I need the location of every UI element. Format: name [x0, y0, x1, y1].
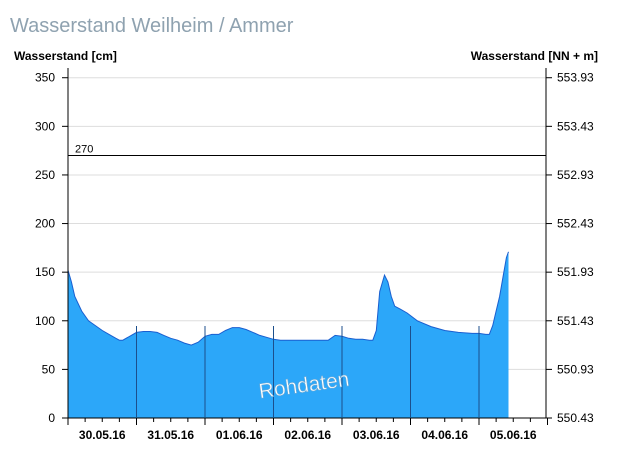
y-tick-label-right: 553.93 — [557, 71, 594, 85]
y-tick-label-right: 552.43 — [557, 217, 594, 231]
y-tick-label-left: 100 — [35, 314, 55, 328]
water-level-line — [67, 251, 509, 346]
x-tick-label: 30.05.16 — [79, 428, 126, 442]
chart-title: Wasserstand Weilheim / Ammer — [10, 15, 294, 37]
y-axis-title-right: Wasserstand [NN + m] — [471, 49, 598, 63]
water-level-area — [68, 251, 509, 418]
x-tick-label: 01.06.16 — [216, 428, 263, 442]
y-tick-label-right: 552.93 — [557, 168, 594, 182]
y-tick-label-left: 350 — [35, 71, 55, 85]
reference-line-label: 270 — [75, 144, 93, 156]
day-separators — [136, 326, 480, 417]
x-tick-label: 02.06.16 — [284, 428, 331, 442]
y-tick-label-right: 551.43 — [557, 314, 594, 328]
y-tick-label-right: 553.43 — [557, 119, 594, 133]
gridlines — [68, 77, 546, 370]
data-area — [67, 251, 509, 418]
x-ticks: 30.05.16 31.05.16 01.06.16 02.06.16 03.06.16… — [67, 418, 548, 442]
y-tick-label-left: 150 — [35, 265, 55, 279]
y-axis-title-left: Wasserstand [cm] — [14, 49, 117, 63]
reference-line-group: 270 — [68, 144, 546, 156]
y-tick-label-right: 551.93 — [557, 265, 594, 279]
x-tick-label: 04.06.16 — [421, 428, 468, 442]
y-tick-label-left: 250 — [35, 168, 55, 182]
y-ticks-left: 0 50 100 150 200 250 300 350 — [35, 71, 68, 425]
y-tick-label-left: 50 — [42, 362, 56, 376]
x-tick-label: 31.05.16 — [147, 428, 194, 442]
y-tick-label-left: 0 — [48, 411, 55, 425]
x-tick-label: 05.06.16 — [490, 428, 537, 442]
y-ticks-right: 550.43 550.93 551.43 551.93 552.43 552.93 553.… — [546, 71, 594, 425]
y-tick-label-right: 550.93 — [557, 362, 594, 376]
y-tick-label-left: 300 — [35, 119, 55, 133]
y-tick-label-right: 550.43 — [557, 411, 594, 425]
x-tick-label: 03.06.16 — [353, 428, 400, 442]
y-tick-label-left: 200 — [35, 217, 55, 231]
